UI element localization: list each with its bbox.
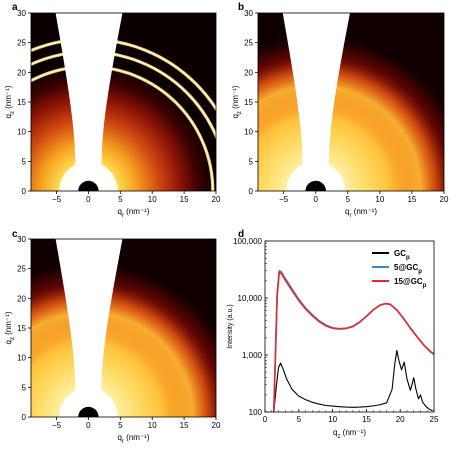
x-axis-label: qz (nm⁻¹) — [333, 428, 366, 440]
series-line-15GC — [272, 271, 434, 412]
y-tick-label: 5 — [249, 157, 254, 166]
x-tick-label: −5 — [52, 195, 62, 204]
legend-entry: GCp — [394, 249, 410, 261]
panel-letter: b — [238, 2, 244, 13]
x-tick-label: 10 — [148, 195, 157, 204]
x-tick-label: −5 — [52, 421, 62, 430]
y-tick-label: 1,000 — [242, 351, 263, 360]
center-glow — [59, 161, 118, 191]
y-tick-label: 25 — [17, 265, 26, 274]
y-tick-label: 10 — [244, 128, 253, 137]
panel-a: −5 0 5 10 15 20 0 5 10 15 20 25 30 qr (nm⁻¹) qz (nm⁻¹)… — [4, 2, 221, 219]
y-tick-label: 10 — [17, 354, 26, 363]
series-line-GC — [273, 349, 433, 412]
y-tick-label: 5 — [22, 157, 27, 166]
y-tick-label: 30 — [244, 9, 253, 18]
x-tick-label: −5 — [279, 195, 289, 204]
x-tick-label: 15 — [362, 415, 371, 424]
x-tick-label: 0 — [86, 421, 91, 430]
y-tick-label: 0 — [22, 187, 27, 196]
panel-d: 0 5 10 15 20 25 100 1,000 10,000 100,000 qz (nm⁻¹)… — [227, 229, 439, 440]
x-tick-label: 15 — [180, 195, 189, 204]
x-tick-label: 20 — [212, 421, 221, 430]
y-tick-label: 100,000 — [233, 237, 262, 246]
series-line-5GC — [272, 270, 434, 412]
heatmap-image — [258, 13, 444, 191]
y-tick-label: 0 — [22, 413, 27, 422]
heatmap-halo — [31, 13, 216, 191]
y-tick-label: 20 — [17, 68, 26, 77]
x-tick-label: 25 — [430, 415, 439, 424]
y-tick-label: 20 — [244, 68, 253, 77]
heatmap-band — [31, 239, 216, 417]
y-axis-label: qz (nm⁻¹) — [4, 85, 16, 118]
heatmap-image — [31, 13, 216, 191]
x-tick-label: 15 — [407, 195, 416, 204]
heatmap-band — [258, 13, 444, 191]
y-tick-label: 10,000 — [238, 294, 263, 303]
heatmap-image — [31, 239, 216, 417]
y-axis-label: qz (nm⁻¹) — [4, 311, 16, 344]
x-tick-label: 15 — [180, 421, 189, 430]
missing-wedge — [282, 13, 350, 177]
legend-entry: 15@GCp — [394, 277, 427, 289]
x-tick-label: 0 — [86, 195, 91, 204]
center-glow — [286, 161, 346, 191]
panel-c: −5 0 5 10 15 20 0 5 10 15 20 25 30 qr (nm⁻¹) qz (nm⁻¹)… — [4, 229, 221, 445]
legend-entry: 5@GCp — [394, 263, 422, 275]
x-axis-label: qr (nm⁻¹) — [117, 207, 149, 219]
line-plot-area — [272, 270, 434, 412]
panel-letter: c — [12, 229, 18, 240]
missing-wedge — [55, 13, 123, 177]
y-tick-label: 20 — [17, 294, 26, 303]
x-tick-label: 20 — [212, 195, 221, 204]
legend: GCp 5@GCp 15@GCp — [372, 249, 427, 289]
x-tick-label: 10 — [148, 421, 157, 430]
x-tick-label: 5 — [297, 415, 302, 424]
beamstop — [78, 180, 99, 191]
y-axis-label: qz (nm⁻¹) — [231, 85, 243, 118]
beamstop — [305, 180, 326, 191]
x-tick-label: 5 — [346, 195, 351, 204]
y-tick-label: 25 — [244, 39, 253, 48]
y-tick-label: 0 — [249, 187, 254, 196]
x-tick-label: 0 — [263, 415, 268, 424]
x-axis-label: qr (nm⁻¹) — [345, 207, 377, 219]
y-tick-label: 15 — [17, 324, 26, 333]
x-tick-label: 0 — [313, 195, 318, 204]
x-tick-label: 5 — [118, 421, 123, 430]
x-tick-label: 10 — [328, 415, 337, 424]
missing-wedge — [55, 239, 123, 403]
y-tick-label: 100 — [249, 408, 263, 417]
panel-b: −5 0 5 10 15 20 0 5 10 15 20 25 30 qr (nm⁻¹) qz (nm⁻¹)… — [231, 2, 449, 219]
y-tick-label: 5 — [22, 383, 27, 392]
y-tick-label: 30 — [17, 235, 26, 244]
y-tick-label: 15 — [244, 98, 253, 107]
y-tick-label: 30 — [17, 9, 26, 18]
y-tick-label: 10 — [17, 128, 26, 137]
plot-frame — [264, 240, 435, 413]
y-tick-label: 25 — [17, 39, 26, 48]
beamstop — [78, 406, 99, 417]
x-tick-label: 5 — [118, 195, 123, 204]
y-axis-label: Intensity (a.u.) — [227, 304, 234, 348]
x-tick-label: 10 — [375, 195, 384, 204]
x-axis-label: qr (nm⁻¹) — [117, 433, 149, 445]
x-tick-label: 20 — [440, 195, 449, 204]
center-glow — [59, 387, 118, 417]
panel-letter: d — [238, 229, 244, 240]
y-tick-label: 15 — [17, 98, 26, 107]
x-tick-label: 20 — [396, 415, 405, 424]
panel-letter: a — [12, 2, 18, 13]
